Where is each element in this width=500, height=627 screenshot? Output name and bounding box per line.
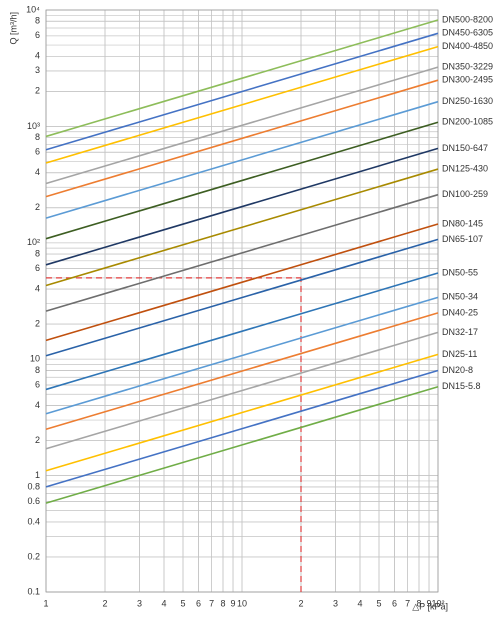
y-tick-label: 4 <box>35 167 40 177</box>
series-line <box>45 100 439 219</box>
series-line <box>45 45 439 164</box>
y-tick-label: 2 <box>35 86 40 96</box>
series-label: DN250-1630 <box>442 96 493 106</box>
y-tick-label: 1 <box>35 470 40 480</box>
x-tick-label: 8 <box>416 598 421 608</box>
y-tick-label: 8 <box>35 365 40 375</box>
x-tick-label: 10 <box>237 598 247 608</box>
series-label: DN40-25 <box>442 307 478 317</box>
series-line <box>45 193 439 312</box>
x-tick-label: 2 <box>298 598 303 608</box>
series-line <box>45 168 439 287</box>
y-tick-label: 10³ <box>27 121 40 131</box>
x-tick-label: 7 <box>209 598 214 608</box>
x-tick-label: 1 <box>43 598 48 608</box>
series-label: DN400-4850 <box>442 41 493 51</box>
y-tick-label: 6 <box>35 379 40 389</box>
plot-frame <box>45 9 439 593</box>
y-tick-label: 0.1 <box>27 586 40 596</box>
series-label: DN100-259 <box>442 189 488 199</box>
series-label: DN500-8200 <box>442 14 493 24</box>
y-tick-label: 10⁴ <box>26 4 40 14</box>
series-line <box>45 272 439 391</box>
x-tick-label: 2 <box>102 598 107 608</box>
series-line <box>45 296 439 415</box>
x-tick-label: 8 <box>220 598 225 608</box>
series-label: DN200-1085 <box>442 117 493 127</box>
series-line <box>45 331 439 450</box>
x-tick-label: 9 <box>427 598 432 608</box>
y-tick-label: 6 <box>35 147 40 157</box>
series-line <box>45 32 439 151</box>
y-tick-label: 8 <box>35 248 40 258</box>
series-line <box>45 66 439 185</box>
y-tick-label: 3 <box>35 65 40 75</box>
y-tick-label: 2 <box>35 202 40 212</box>
y-tick-label: 6 <box>35 263 40 273</box>
x-tick-label: 6 <box>392 598 397 608</box>
x-tick-label: 5 <box>376 598 381 608</box>
series-line <box>45 147 439 266</box>
x-tick-label: 4 <box>357 598 362 608</box>
series-line <box>45 238 439 357</box>
series-label: DN350-3229 <box>442 62 493 72</box>
series-label: DN150-647 <box>442 143 488 153</box>
x-tick-label: 9 <box>231 598 236 608</box>
y-tick-label: 0.4 <box>27 516 40 526</box>
series-label: DN65-107 <box>442 234 483 244</box>
y-tick-label: 2 <box>35 319 40 329</box>
y-tick-label: 10 <box>30 354 40 364</box>
x-axis-label: △P [kPa] <box>412 601 448 611</box>
series-label: DN80-145 <box>442 218 483 228</box>
series-line <box>45 353 439 472</box>
series-label: DN300-2495 <box>442 75 493 85</box>
series-label: DN15-5.8 <box>442 381 481 391</box>
x-tick-label: 5 <box>180 598 185 608</box>
y-tick-label: 2 <box>35 435 40 445</box>
y-tick-label: 0.8 <box>27 481 40 491</box>
y-tick-label: 8 <box>35 132 40 142</box>
series-line <box>45 79 439 198</box>
series-line <box>45 121 439 240</box>
y-axis-label: Q [m³/h] <box>8 12 18 45</box>
series-label: DN32-17 <box>442 327 478 337</box>
x-tick-label: 7 <box>405 598 410 608</box>
series-line <box>45 369 439 488</box>
x-tick-label: 6 <box>196 598 201 608</box>
series-label: DN20-8 <box>442 365 473 375</box>
x-tick-label: 10² <box>431 598 444 608</box>
series-line <box>45 19 439 138</box>
x-tick-label: 3 <box>333 598 338 608</box>
series-label: DN25-11 <box>442 349 477 359</box>
series-label: DN50-34 <box>442 292 478 302</box>
y-tick-label: 4 <box>35 400 40 410</box>
y-tick-label: 8 <box>35 16 40 26</box>
x-tick-label: 3 <box>137 598 142 608</box>
x-tick-label: 4 <box>161 598 166 608</box>
y-tick-label: 10² <box>27 237 40 247</box>
y-tick-label: 4 <box>35 51 40 61</box>
y-tick-label: 0.2 <box>27 551 40 561</box>
series-line <box>45 223 439 342</box>
series-label: DN450-6305 <box>442 28 493 38</box>
series-line <box>45 312 439 431</box>
series-label: DN50-55 <box>442 267 478 277</box>
y-tick-label: 6 <box>35 30 40 40</box>
y-tick-label: 4 <box>35 283 40 293</box>
series-line <box>45 385 439 504</box>
series-label: DN125-430 <box>442 163 488 173</box>
y-tick-label: 0.6 <box>27 496 40 506</box>
